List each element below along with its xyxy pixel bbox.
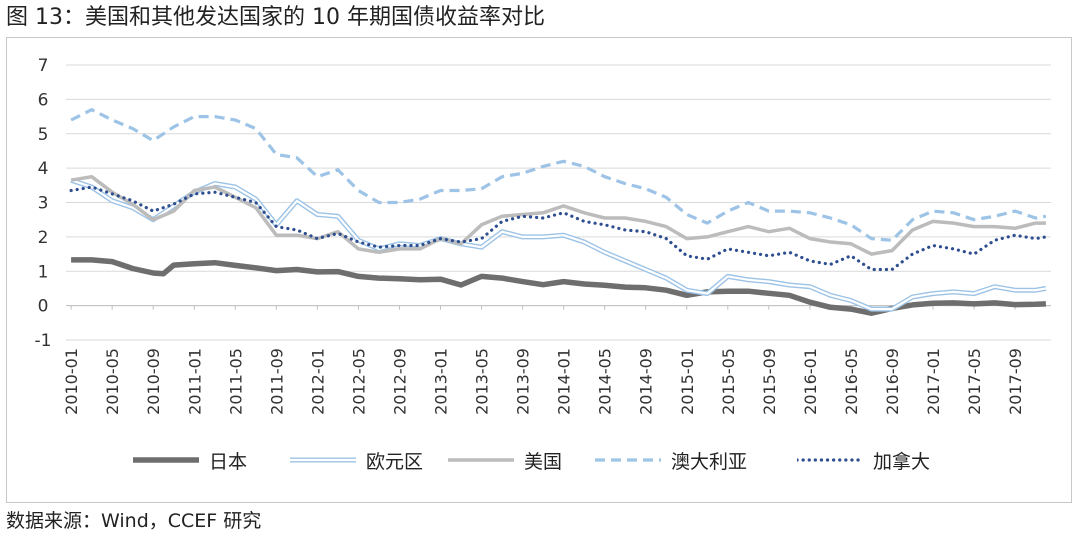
x-tick-label: 2015-09	[760, 348, 779, 415]
legend-label: 澳大利亚	[671, 450, 748, 473]
legend-label: 美国	[524, 450, 563, 473]
x-tick-label: 2014-09	[637, 348, 656, 415]
y-tick-label: 1	[38, 262, 49, 282]
x-tick-label: 2017-09	[1006, 348, 1025, 415]
x-tick-label: 2011-01	[185, 348, 204, 415]
line-chart: -1 0 1 2 3 4 5 6 7 2010-01 2010-05 2010-09 2011-01 20…	[35, 56, 1051, 415]
x-tick-label: 2013-01	[432, 348, 451, 415]
x-tick-label: 2013-09	[514, 348, 533, 415]
figure-title: 图 13：美国和其他发达国家的 10 年期国债收益率对比	[6, 5, 545, 30]
x-tick-label: 2011-09	[267, 348, 286, 415]
legend-item: 美国	[448, 440, 562, 480]
x-tick-label: 2017-01	[924, 348, 943, 415]
y-tick-label: 2	[38, 228, 49, 248]
x-tick-label: 2016-05	[842, 348, 861, 415]
chart-legend: 日本 欧元区 美国 澳大利亚 加拿大	[7, 440, 1073, 480]
x-tick-label: 2012-01	[308, 348, 327, 415]
legend-item: 澳大利亚	[595, 440, 747, 480]
legend-swatch	[448, 458, 514, 462]
x-tick-label: 2012-05	[349, 348, 368, 415]
legend-item: 日本	[133, 440, 247, 480]
chart-frame: -1 0 1 2 3 4 5 6 7 2010-01 2010-05 2010-09 2011-01 20…	[6, 37, 1072, 503]
legend-item: 欧元区	[290, 440, 423, 480]
x-tick-label: 2014-05	[596, 348, 615, 415]
x-tick-label: 2015-01	[678, 348, 697, 415]
legend-swatch	[133, 457, 199, 463]
y-tick-label: 0	[38, 297, 49, 317]
y-tick-label: 7	[38, 56, 49, 76]
x-tick-label: 2011-05	[226, 348, 245, 415]
x-tick-label: 2010-05	[103, 348, 122, 415]
legend-swatch	[290, 457, 356, 463]
y-tick-label: 6	[38, 90, 49, 110]
series-line	[70, 174, 1046, 256]
x-tick-label: 2010-09	[144, 348, 163, 415]
x-tick-label: 2012-09	[390, 348, 409, 415]
series-line	[69, 185, 1048, 272]
y-tick-label: 5	[38, 125, 49, 145]
y-tick-label: 3	[38, 194, 49, 214]
y-tick-label: 4	[38, 159, 49, 179]
x-tick-label: 2016-01	[801, 348, 820, 415]
series-line	[70, 179, 1047, 311]
x-tick-label: 2010-01	[62, 348, 81, 415]
x-tick-label: 2013-05	[473, 348, 492, 415]
source-note: 数据来源：Wind，CCEF 研究	[6, 510, 262, 532]
y-tick-label: -1	[35, 331, 52, 351]
x-tick-label: 2017-05	[965, 348, 984, 415]
series-line	[70, 108, 1047, 242]
legend-swatch	[595, 458, 661, 462]
legend-item: 加拿大	[797, 440, 930, 480]
legend-swatch	[797, 458, 863, 462]
legend-label: 加拿大	[873, 450, 931, 473]
legend-label: 日本	[209, 450, 248, 473]
x-tick-label: 2016-09	[883, 348, 902, 415]
x-tick-label: 2014-01	[555, 348, 574, 415]
legend-label: 欧元区	[366, 450, 424, 473]
x-tick-label: 2015-05	[719, 348, 738, 415]
